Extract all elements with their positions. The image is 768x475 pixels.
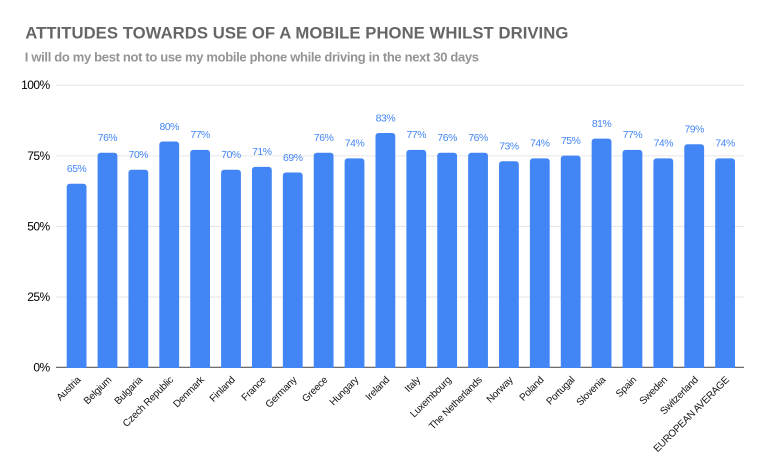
svg-text:77%: 77% <box>407 130 427 141</box>
svg-text:83%: 83% <box>376 113 396 124</box>
svg-text:74%: 74% <box>530 139 550 150</box>
svg-text:81%: 81% <box>592 119 612 130</box>
svg-text:50%: 50% <box>27 219 50 233</box>
svg-text:I will do my best not to use m: I will do my best not to use my mobile p… <box>25 50 479 65</box>
svg-text:ATTITUDES TOWARDS USE OF A MOB: ATTITUDES TOWARDS USE OF A MOBILE PHONE … <box>25 24 568 43</box>
svg-text:76%: 76% <box>98 133 118 144</box>
svg-text:74%: 74% <box>654 139 674 150</box>
svg-text:74%: 74% <box>345 139 365 150</box>
svg-text:25%: 25% <box>27 290 50 304</box>
svg-text:80%: 80% <box>160 122 180 133</box>
svg-text:74%: 74% <box>715 139 735 150</box>
svg-text:75%: 75% <box>27 149 50 163</box>
svg-text:70%: 70% <box>221 150 241 161</box>
svg-text:73%: 73% <box>499 142 519 153</box>
svg-text:76%: 76% <box>437 133 457 144</box>
svg-text:79%: 79% <box>684 125 704 136</box>
svg-text:69%: 69% <box>283 153 303 164</box>
svg-text:71%: 71% <box>252 147 272 158</box>
svg-text:77%: 77% <box>623 130 643 141</box>
svg-text:75%: 75% <box>561 136 581 147</box>
svg-text:70%: 70% <box>129 150 149 161</box>
svg-text:76%: 76% <box>314 133 334 144</box>
svg-text:65%: 65% <box>67 164 87 175</box>
svg-text:76%: 76% <box>468 133 488 144</box>
svg-text:77%: 77% <box>190 130 210 141</box>
svg-text:0%: 0% <box>33 361 50 375</box>
svg-text:100%: 100% <box>21 78 50 92</box>
